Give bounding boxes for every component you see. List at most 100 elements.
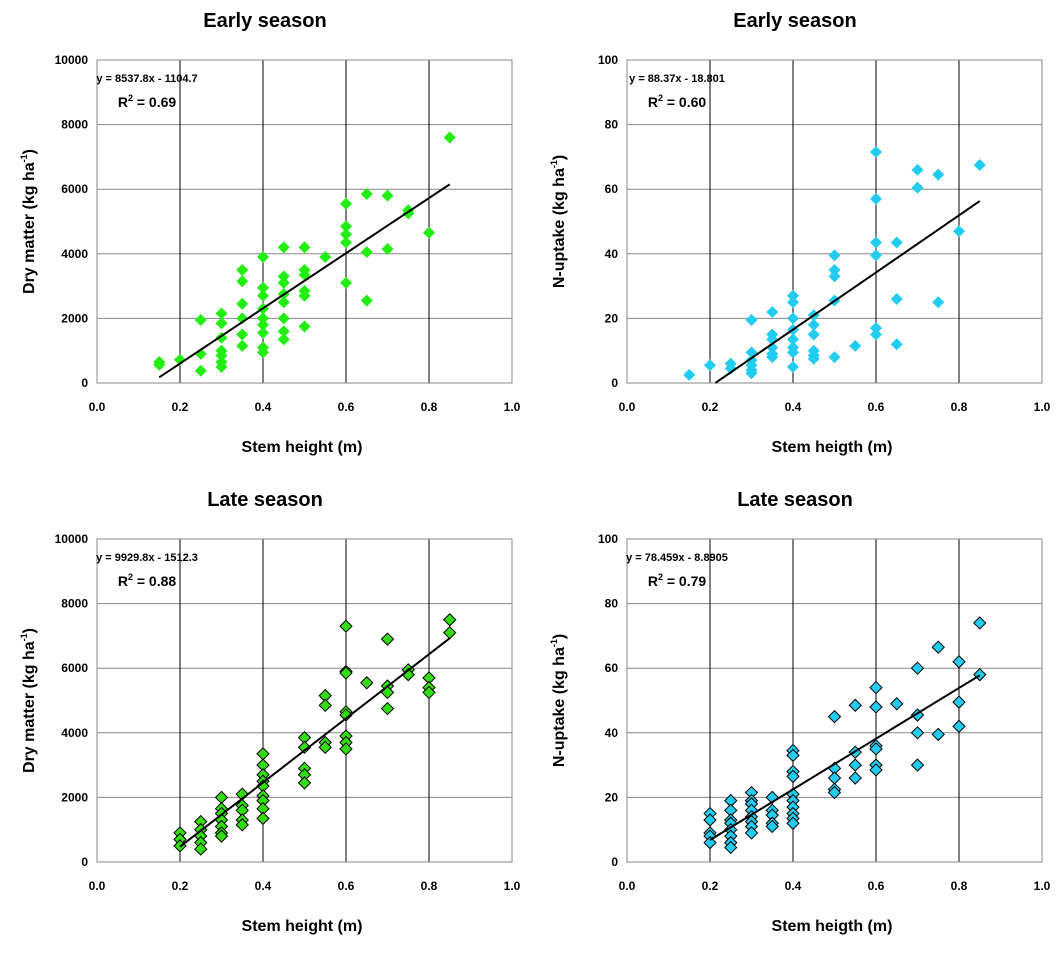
data-point [870,236,882,249]
y-tick-label: 8000 [61,597,88,611]
chart-svg: 0 2000 4000 6000 8000 10000 0.0 0.2 0.4 0.6 0.8 1.0… [19,10,521,456]
data-point [765,819,779,834]
data-point [828,263,841,276]
trend-line [179,637,451,848]
data-point [194,842,208,856]
y-axis-label-sup: -1 [549,160,559,168]
data-point [910,661,925,675]
y-tick-label: 100 [598,532,618,546]
x-tick-label: 0.0 [619,400,636,414]
data-point [423,226,435,239]
chart-title: Late season [207,489,323,511]
data-point [236,328,249,341]
x-tick-label: 0.8 [951,400,968,414]
data-point [787,333,799,346]
data-point [236,339,249,352]
y-tick-label: 80 [605,118,619,132]
data-point [890,697,904,711]
x-axis-label: Stem height (m) [242,918,363,935]
data-point [890,338,903,351]
y-axis-label-end: ) [551,155,568,160]
plot-frame [626,538,1043,863]
data-point [381,189,394,202]
data-point [807,318,820,331]
data-point [766,341,779,354]
r-squared-value: = 0.88 [133,573,176,589]
x-tick-label: 0.4 [255,400,272,414]
data-point [298,289,311,302]
data-point [380,632,395,646]
regression-equation: y = 88.37x - 18.801 [629,73,725,85]
data-point [890,293,903,306]
data-point [257,289,269,302]
data-point [298,320,311,333]
x-tick-label: 0.8 [421,400,438,414]
x-tick-label: 0.2 [702,879,719,893]
y-tick-label: 2000 [61,790,88,804]
data-point [827,709,842,724]
y-axis-label-sup: -1 [549,639,559,647]
x-tick-label: 1.0 [1034,400,1051,414]
data-point [869,700,883,714]
data-point [277,312,290,325]
regression-equation: y = 8537.8x - 1104.7 [96,73,197,85]
data-point [256,811,270,826]
data-point [787,312,799,325]
data-point [910,726,925,740]
r-squared-value: = 0.69 [133,94,176,110]
data-point [236,275,249,288]
data-point [360,188,373,201]
data-point [932,296,945,309]
data-point [787,346,799,359]
trend-line [158,183,451,379]
r-squared: R2 = 0.79 [648,572,707,589]
x-tick-label: 0.4 [255,879,272,893]
data-point [869,680,883,695]
data-point [215,349,228,362]
data-point [174,353,186,366]
data-point [911,181,924,194]
data-point [257,346,269,359]
data-point [870,328,882,341]
data-point [340,228,352,241]
data-point [848,758,862,772]
y-tick-label: 0 [81,376,88,390]
y-tick-label: 8000 [61,118,88,132]
y-tick-label: 6000 [61,661,88,675]
r-squared-sup: 2 [658,572,663,582]
data-point [381,242,394,255]
x-tick-label: 0.6 [338,400,355,414]
data-point [704,359,716,372]
r-squared-sup: 2 [658,93,663,103]
y-axis-label: Dry matter (kg ha-1) [19,149,38,294]
data-point [828,270,841,283]
data-point [443,131,456,144]
x-tick-label: 0.0 [619,879,636,893]
data-point [828,351,841,364]
data-point [257,318,269,331]
y-tick-label: 100 [598,53,618,67]
data-point [745,367,758,380]
data-point [360,294,373,307]
data-point [911,163,924,176]
data-point [973,158,986,171]
data-point [827,771,842,785]
y-tick-label: 40 [605,247,619,261]
y-tick-label: 40 [605,726,619,740]
data-point [870,192,882,205]
data-point [214,790,229,805]
data-point [236,297,249,310]
data-point [807,352,820,365]
data-point [744,826,759,840]
data-point [848,771,862,785]
data-point [870,146,882,159]
data-point [318,740,332,755]
data-point [869,763,883,777]
y-tick-label: 4000 [61,726,88,740]
data-point [257,326,269,339]
data-point [952,655,966,669]
chart-panel-late-dry-matter: 0 2000 4000 6000 8000 10000 0.0 0.2 0.4 0.6 0.8 1.0… [0,479,530,958]
plot-frame [626,59,1043,384]
chart-title: Early season [203,10,326,32]
data-point [297,776,312,790]
